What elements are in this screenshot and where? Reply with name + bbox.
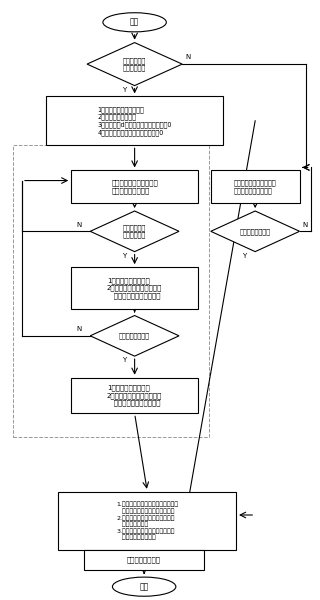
Text: 转子电流幅幅
是否于下限值: 转子电流幅幅 是否于下限值 [123, 224, 146, 238]
Text: Y: Y [122, 253, 126, 259]
Ellipse shape [112, 577, 176, 596]
FancyBboxPatch shape [59, 492, 236, 550]
Ellipse shape [103, 13, 166, 32]
FancyBboxPatch shape [71, 267, 198, 309]
FancyBboxPatch shape [71, 377, 198, 413]
Polygon shape [211, 211, 300, 251]
Text: 恢复额定运行状态: 恢复额定运行状态 [127, 556, 161, 563]
FancyBboxPatch shape [46, 97, 223, 145]
FancyBboxPatch shape [84, 550, 204, 570]
Text: 结束: 结束 [140, 582, 149, 591]
Text: 1、封锁转子侧变流器脉冲
2、投入撬棒保护装置
3、转子电流d轴调节器给分量输入给为0
4、转子偏差预置有功功率指令给为0: 1、封锁转子侧变流器脉冲 2、投入撬棒保护装置 3、转子电流d轴调节器给分量输入… [97, 106, 172, 136]
Polygon shape [90, 316, 179, 356]
Text: 电网电压是否恢复: 电网电压是否恢复 [240, 228, 271, 235]
Text: 电网电压是否恢复: 电网电压是否恢复 [119, 332, 150, 339]
Polygon shape [90, 211, 179, 251]
Text: 转子电流幅卡
是否于上限值: 转子电流幅卡 是否于上限值 [123, 57, 146, 71]
Text: N: N [76, 221, 81, 227]
Text: N: N [185, 55, 191, 61]
Text: Y: Y [122, 86, 126, 92]
Text: 根据系统运行状态实时调
节储能电归等效阻值: 根据系统运行状态实时调 节储能电归等效阻值 [111, 179, 158, 194]
Text: 网侧变流器以能大容力向
电网接根无功功率支持: 网侧变流器以能大容力向 电网接根无功功率支持 [234, 179, 276, 194]
Polygon shape [87, 43, 182, 86]
Text: 1、切除撬棒保护装置
2、转子侧变流器恢复工作并
   向电网发送，定无功功率: 1、切除撬棒保护装置 2、转子侧变流器恢复工作并 向电网发送，定无功功率 [107, 385, 162, 406]
FancyBboxPatch shape [211, 170, 300, 203]
Text: Y: Y [243, 253, 247, 259]
Text: 开始: 开始 [130, 18, 139, 27]
Text: N: N [76, 326, 81, 332]
Text: 1、切除撬棒保护装置
2、转子侧变流器恢复工作并
   向电网发送，定无功功率: 1、切除撬棒保护装置 2、转子侧变流器恢复工作并 向电网发送，定无功功率 [107, 277, 162, 299]
Text: N: N [303, 221, 308, 227]
Text: 1.转子电流双闭调节器给分量输入投
   复为指令电流与变速电流的差量
2.判别；转子侧变流器无功功率给
   定恢复为额定值
3.转子偶件动功率整定后一定速率: 1.转子电流双闭调节器给分量输入投 复为指令电流与变速电流的差量 2.判别；转子… [116, 502, 178, 540]
FancyBboxPatch shape [71, 170, 198, 203]
Text: Y: Y [122, 357, 126, 363]
